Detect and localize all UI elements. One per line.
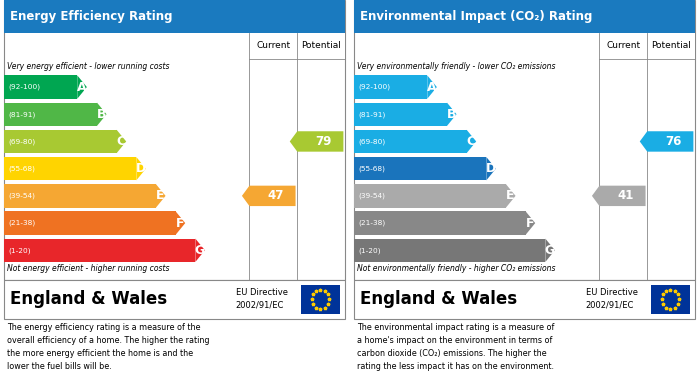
Text: Current: Current: [606, 41, 641, 50]
Polygon shape: [592, 186, 645, 206]
Text: A: A: [427, 81, 436, 93]
Text: (1-20): (1-20): [358, 247, 382, 253]
Polygon shape: [136, 157, 146, 180]
Polygon shape: [290, 131, 344, 152]
FancyBboxPatch shape: [354, 184, 506, 208]
Polygon shape: [526, 212, 536, 235]
FancyBboxPatch shape: [4, 157, 136, 180]
Text: G: G: [195, 244, 205, 257]
FancyBboxPatch shape: [354, 130, 467, 153]
Text: (81-91): (81-91): [358, 111, 386, 118]
Text: EU Directive
2002/91/EC: EU Directive 2002/91/EC: [586, 289, 638, 310]
Text: (55-68): (55-68): [8, 165, 36, 172]
Text: B: B: [97, 108, 106, 121]
Text: D: D: [136, 162, 146, 175]
Text: G: G: [545, 244, 555, 257]
Text: Environmental Impact (CO₂) Rating: Environmental Impact (CO₂) Rating: [360, 10, 593, 23]
FancyBboxPatch shape: [4, 130, 117, 153]
Text: 79: 79: [316, 135, 332, 148]
FancyBboxPatch shape: [599, 33, 695, 59]
Text: Very environmentally friendly - lower CO₂ emissions: Very environmentally friendly - lower CO…: [357, 62, 555, 71]
Text: England & Wales: England & Wales: [10, 290, 167, 308]
Polygon shape: [486, 157, 496, 180]
Polygon shape: [77, 75, 87, 99]
FancyBboxPatch shape: [354, 75, 427, 99]
Text: (55-68): (55-68): [358, 165, 386, 172]
FancyBboxPatch shape: [4, 102, 97, 126]
Text: Not environmentally friendly - higher CO₂ emissions: Not environmentally friendly - higher CO…: [357, 264, 555, 273]
FancyBboxPatch shape: [4, 0, 345, 33]
Polygon shape: [506, 184, 516, 208]
Text: (1-20): (1-20): [8, 247, 32, 253]
Text: E: E: [506, 189, 514, 203]
Text: (21-38): (21-38): [8, 220, 36, 226]
Polygon shape: [467, 130, 476, 153]
FancyBboxPatch shape: [4, 280, 345, 319]
Polygon shape: [97, 102, 106, 126]
FancyBboxPatch shape: [354, 239, 545, 262]
Polygon shape: [195, 239, 205, 262]
FancyBboxPatch shape: [249, 33, 345, 59]
Text: 76: 76: [666, 135, 682, 148]
FancyBboxPatch shape: [301, 285, 340, 314]
Text: Not energy efficient - higher running costs: Not energy efficient - higher running co…: [7, 264, 169, 273]
FancyBboxPatch shape: [4, 239, 195, 262]
Text: (92-100): (92-100): [358, 84, 391, 90]
Text: Very energy efficient - lower running costs: Very energy efficient - lower running co…: [7, 62, 169, 71]
FancyBboxPatch shape: [354, 102, 447, 126]
Text: (39-54): (39-54): [358, 193, 386, 199]
Text: C: C: [466, 135, 475, 148]
Text: F: F: [176, 217, 184, 230]
Text: EU Directive
2002/91/EC: EU Directive 2002/91/EC: [236, 289, 288, 310]
FancyBboxPatch shape: [4, 212, 176, 235]
FancyBboxPatch shape: [4, 75, 77, 99]
FancyBboxPatch shape: [354, 280, 695, 319]
Text: B: B: [447, 108, 456, 121]
Text: 41: 41: [617, 189, 634, 203]
Text: (92-100): (92-100): [8, 84, 41, 90]
Text: C: C: [116, 135, 125, 148]
FancyBboxPatch shape: [4, 184, 156, 208]
Polygon shape: [427, 75, 437, 99]
Text: Current: Current: [256, 41, 290, 50]
Text: F: F: [526, 217, 534, 230]
FancyBboxPatch shape: [354, 212, 526, 235]
Text: (81-91): (81-91): [8, 111, 36, 118]
FancyBboxPatch shape: [651, 285, 690, 314]
Text: The energy efficiency rating is a measure of the
overall efficiency of a home. T: The energy efficiency rating is a measur…: [7, 323, 209, 371]
Text: (69-80): (69-80): [358, 138, 386, 145]
Text: D: D: [486, 162, 496, 175]
Text: Potential: Potential: [651, 41, 691, 50]
Polygon shape: [545, 239, 555, 262]
Text: (69-80): (69-80): [8, 138, 36, 145]
Text: E: E: [156, 189, 164, 203]
Text: 47: 47: [267, 189, 284, 203]
FancyBboxPatch shape: [354, 0, 695, 33]
Text: The environmental impact rating is a measure of
a home's impact on the environme: The environmental impact rating is a mea…: [357, 323, 554, 371]
Polygon shape: [176, 212, 186, 235]
Text: (39-54): (39-54): [8, 193, 36, 199]
Text: Potential: Potential: [301, 41, 341, 50]
FancyBboxPatch shape: [354, 157, 486, 180]
Polygon shape: [447, 102, 456, 126]
Text: A: A: [77, 81, 86, 93]
Polygon shape: [640, 131, 694, 152]
Polygon shape: [242, 186, 295, 206]
Polygon shape: [117, 130, 126, 153]
Text: (21-38): (21-38): [358, 220, 386, 226]
Text: Energy Efficiency Rating: Energy Efficiency Rating: [10, 10, 173, 23]
Text: England & Wales: England & Wales: [360, 290, 517, 308]
Polygon shape: [156, 184, 166, 208]
